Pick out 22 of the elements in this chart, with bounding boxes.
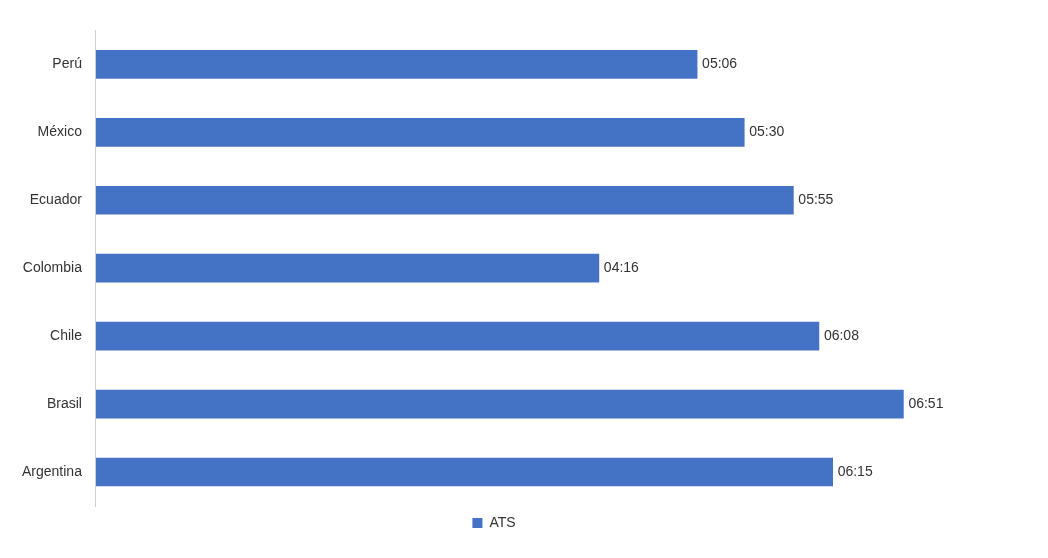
y-tick-label: Argentina (21, 462, 83, 479)
bar (95, 389, 904, 419)
y-tick-label: México (37, 123, 83, 140)
y-tick-label: Colombia (22, 259, 83, 276)
data-label: 04:16 (603, 259, 640, 276)
y-tick-label: Chile (50, 327, 83, 343)
y-tick-label: Brasil (46, 394, 82, 411)
y-tick-label: Ecuador (29, 191, 83, 208)
data-label: 05:55 (798, 191, 834, 208)
data-label: 05:30 (749, 123, 785, 140)
bar (95, 457, 833, 487)
bar (95, 253, 600, 283)
bar (95, 117, 745, 147)
bar (95, 185, 794, 215)
data-label: 06:08 (823, 327, 860, 343)
data-label: 06:51 (908, 394, 944, 411)
y-tick-label: Perú (52, 55, 82, 72)
data-label: 06:15 (837, 462, 873, 479)
bar (95, 321, 820, 351)
legend-label: ATS (489, 513, 516, 530)
bar (95, 50, 698, 79)
data-label: 05:06 (702, 55, 738, 72)
